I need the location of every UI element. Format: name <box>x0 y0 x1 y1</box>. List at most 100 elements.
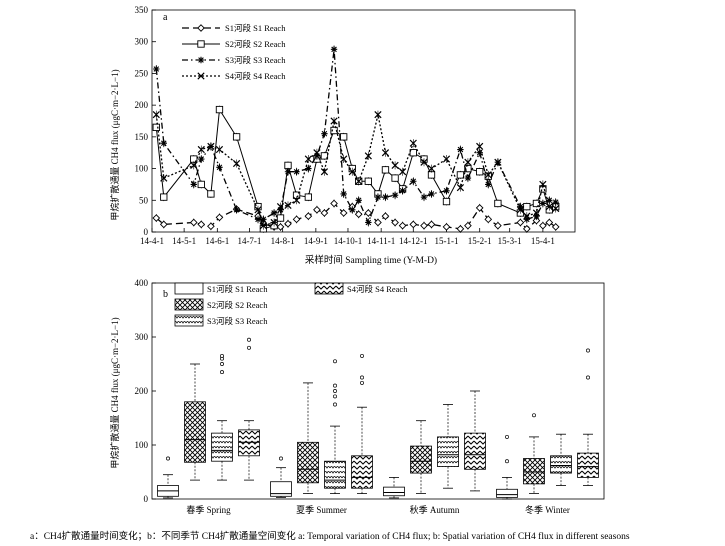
panel-a-point-s1 <box>152 214 161 222</box>
panel-b-category-label: 冬季 Winter <box>525 504 570 515</box>
panel-a-x-tick-label: 14-8-1 <box>271 236 295 246</box>
panel-a-point-s2 <box>391 174 399 182</box>
panel-a-point-s2 <box>284 161 292 170</box>
panel-b-box-s2 <box>410 420 432 495</box>
panel-a-point-s4 <box>464 158 472 166</box>
panel-b-outlier <box>360 380 364 385</box>
panel-b-outlier <box>586 375 590 380</box>
panel-b-axes: 0 100 200 300 400 春季 Spring 夏季 Summer 秋季 Autumn… <box>135 278 605 515</box>
panel-a-point-s3 <box>330 46 338 53</box>
panel-a-point-s2 <box>197 180 205 189</box>
panel-a-point-s2 <box>442 197 451 206</box>
panel-a-point-s1 <box>475 204 484 212</box>
panel-b-legend-swatch-s2 <box>174 298 204 311</box>
panel-a-series-s4 <box>152 110 560 230</box>
panel-a-point-s3 <box>464 174 472 182</box>
panel-a-point-s1 <box>207 222 215 231</box>
panel-a-point-s1 <box>215 213 224 222</box>
panel-b-box-rect <box>211 432 233 462</box>
panel-a-y-tick-label: 200 <box>135 100 149 110</box>
panel-a-point-s3 <box>305 165 312 172</box>
panel-a-legend-label-s1: S1河段 S1 Reach <box>225 23 286 33</box>
panel-a-point-s3 <box>160 140 167 147</box>
panel-a-point-s4 <box>523 212 531 220</box>
panel-a-time-series: a 0 50 100 150 200 250 300 350 14-4-1 14-5-1 14-6-… <box>109 5 576 266</box>
panel-b-box-s3 <box>324 359 346 495</box>
panel-a-point-s1 <box>551 223 560 231</box>
panel-a-point-s4 <box>420 158 428 166</box>
panel-a-point-s3 <box>410 178 417 185</box>
panel-a-point-s4 <box>254 206 262 214</box>
panel-a-point-s3 <box>443 187 450 194</box>
panel-a-point-s2 <box>215 105 224 114</box>
panel-a-point-s4 <box>320 168 329 176</box>
panel-a-point-s3 <box>340 190 347 198</box>
panel-b-box-rect <box>324 460 346 489</box>
panel-a-point-s4 <box>313 149 321 157</box>
panel-a-point-s4 <box>259 222 267 230</box>
panel-b-legend-swatch-s3 <box>174 314 204 327</box>
panel-a-y-tick-label: 50 <box>139 195 149 205</box>
panel-b-category-label: 春季 Spring <box>186 504 231 515</box>
panel-b-outlier <box>247 337 251 342</box>
panel-b-outlier <box>247 345 251 350</box>
panel-b-legend-label-s1: S1河段 S1 Reach <box>207 284 268 294</box>
panel-b-box-plot: b 0 100 200 300 400 春季 Spring 夏季 Summer 秋季 Autu… <box>109 278 605 515</box>
panel-a-y-tick-label: 350 <box>135 5 149 15</box>
panel-a-point-s3 <box>216 164 223 171</box>
panel-b-outlier <box>333 383 337 388</box>
panel-a-legend-marker-s4 <box>197 72 205 80</box>
panel-a-point-s2 <box>330 126 338 135</box>
panel-a-point-s4 <box>232 159 241 168</box>
panel-a-point-s2 <box>523 202 531 211</box>
panel-a-point-s4 <box>215 145 224 154</box>
panel-a-x-tick-label: 14-4-1 <box>140 236 164 246</box>
panel-a-letter: a <box>163 12 168 23</box>
panel-b-box-rect <box>410 445 432 474</box>
panel-b-box-rect <box>383 486 405 497</box>
panel-a-x-tick-label: 15-2-1 <box>468 236 492 246</box>
panel-a-legend-label-s2: S2河段 S2 Reach <box>225 39 286 49</box>
panel-a-point-s4 <box>197 145 205 154</box>
panel-a-point-s4 <box>456 183 465 192</box>
panel-a-point-s3 <box>355 197 362 204</box>
panel-a-point-s2 <box>276 214 285 222</box>
panel-b-legend: S1河段 S1 Reach S2河段 S2 Reach S3河段 S3 Reach S… <box>174 282 408 327</box>
panel-a-point-s1 <box>330 199 338 208</box>
panel-a-point-s3 <box>293 168 300 175</box>
panel-b-box-rect <box>550 455 572 474</box>
panel-b-box-rect <box>270 481 292 497</box>
panel-b-outlier <box>333 359 337 364</box>
panel-a-series-s1 <box>152 199 560 233</box>
panel-a-x-tick-label: 14-12-1 <box>399 236 428 246</box>
panel-a-point-s1 <box>320 209 329 217</box>
panel-b-box-rect <box>238 429 260 457</box>
panel-a-legend-label-s4: S4河段 S4 Reach <box>225 71 286 81</box>
panel-b-box-s1 <box>496 434 518 500</box>
panel-b-box-s4 <box>238 337 260 481</box>
panel-a-point-s4 <box>532 209 541 217</box>
panel-a-point-s1 <box>364 209 373 217</box>
panel-a-y-tick-label: 150 <box>135 132 149 142</box>
panel-a-point-s3 <box>270 209 278 217</box>
panel-a-point-s2 <box>456 171 465 179</box>
panel-a-y-tick-label: 300 <box>135 37 149 47</box>
panel-a-line-s4 <box>155 114 556 227</box>
panel-a-point-s3 <box>546 197 553 204</box>
panel-b-box-rect <box>437 436 459 467</box>
panel-a-point-s3 <box>284 168 292 175</box>
panel-a-point-s4 <box>442 155 451 163</box>
panel-b-legend-swatch-s1 <box>174 282 204 295</box>
panel-a-point-s4 <box>284 201 292 209</box>
panel-a-point-s2 <box>304 193 312 201</box>
panel-a-point-s4 <box>152 111 160 119</box>
panel-b-outlier <box>220 370 224 375</box>
panel-a-point-s3 <box>399 187 406 194</box>
panel-a-point-s2 <box>340 133 348 141</box>
panel-a-x-tick-label: 15-3-1 <box>498 236 522 246</box>
panel-b-category-label: 夏季 Summer <box>296 504 347 515</box>
panel-a-point-s2 <box>364 177 372 185</box>
panel-b-box-rect <box>496 488 518 498</box>
panel-a-legend-marker-s1 <box>197 24 205 32</box>
panel-a-point-s1 <box>304 212 313 220</box>
